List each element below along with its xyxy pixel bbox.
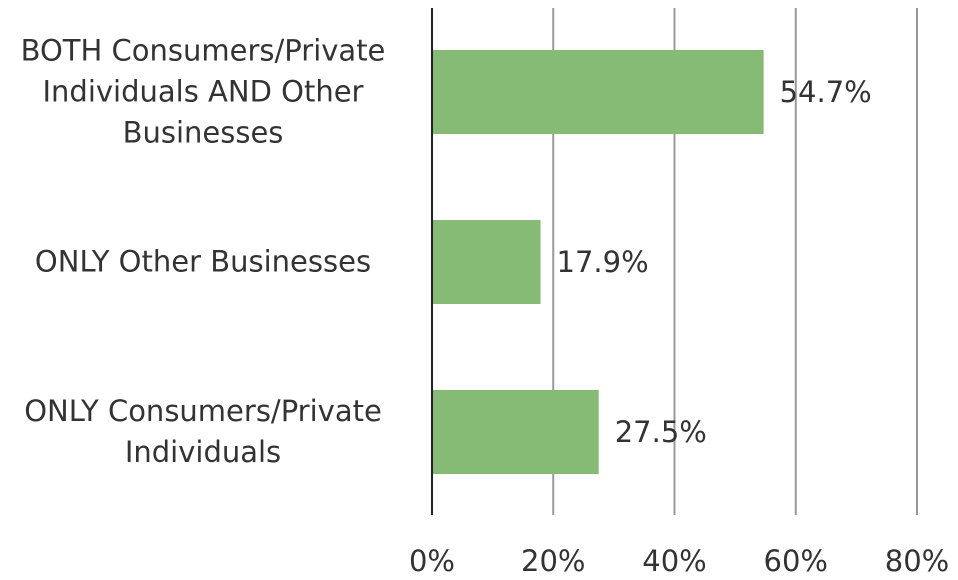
bar — [432, 50, 764, 134]
x-tick-label: 60% — [764, 544, 828, 578]
y-tick-label: ONLY Other Businesses — [34, 244, 372, 279]
x-tick-label: 20% — [521, 544, 585, 578]
x-tick-label: 80% — [885, 544, 949, 578]
bar — [432, 220, 541, 304]
data-label: 54.7% — [780, 75, 872, 109]
x-tick-label: 40% — [642, 544, 706, 578]
bar — [432, 390, 599, 474]
x-tick-label: 0% — [409, 544, 455, 578]
data-label: 27.5% — [615, 415, 707, 449]
y-tick-label: BOTH Consumers/Private Individuals AND O… — [20, 33, 386, 150]
data-label: 17.9% — [557, 245, 649, 279]
y-tick-label: ONLY Consumers/Private Individuals — [24, 394, 382, 469]
